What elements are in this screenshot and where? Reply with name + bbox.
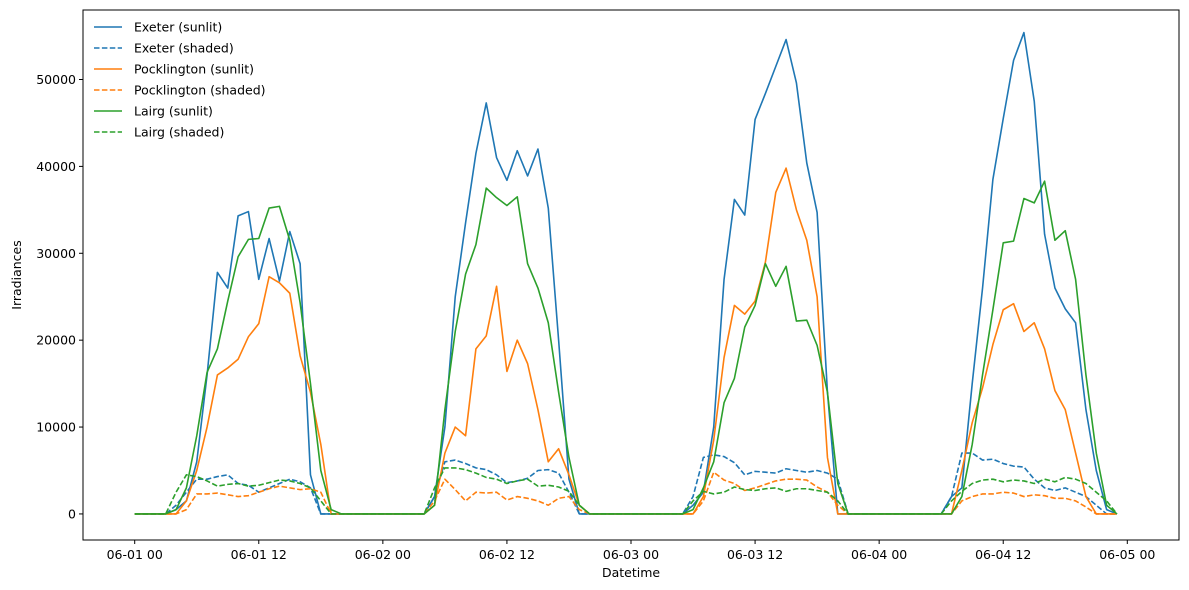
x-tick-label: 06-02 00 [355,547,411,562]
y-ticks: 0 10000 20000 30000 40000 50000 [36,72,83,521]
x-tick-label: 06-04 00 [851,547,907,562]
y-tick-label: 20000 [36,333,76,348]
legend-label-pocklington-shaded: Pocklington (shaded) [134,83,266,98]
y-tick-label: 40000 [36,159,76,174]
legend-label-exeter-sunlit: Exeter (sunlit) [134,20,222,35]
x-tick-label: 06-03 00 [603,547,659,562]
x-tick-label: 06-04 12 [975,547,1031,562]
x-tick-label: 06-02 12 [479,547,535,562]
legend-label-exeter-shaded: Exeter (shaded) [134,41,234,56]
x-tick-label: 06-03 12 [727,547,783,562]
legend-label-pocklington-sunlit: Pocklington (sunlit) [134,62,254,77]
y-tick-label: 50000 [36,72,76,87]
y-axis-label: Irradiances [9,240,24,309]
x-tick-label: 06-01 12 [231,547,287,562]
series-layer [134,31,1118,515]
x-ticks: 06-01 00 06-01 12 06-02 00 06-02 12 06-03 00… [107,540,1155,562]
y-tick-label: 0 [68,506,76,521]
y-tick-label: 10000 [36,420,76,435]
x-axis-label: Datetime [602,565,660,580]
series-line-lairg-shaded [134,467,1118,515]
legend: Exeter (sunlit) Exeter (shaded) Pocklingto… [94,20,266,140]
y-tick-label: 30000 [36,246,76,261]
legend-label-lairg-sunlit: Lairg (sunlit) [134,104,213,119]
x-tick-label: 06-05 00 [1099,547,1155,562]
x-tick-label: 06-01 00 [107,547,163,562]
legend-label-lairg-shaded: Lairg (shaded) [134,125,224,140]
